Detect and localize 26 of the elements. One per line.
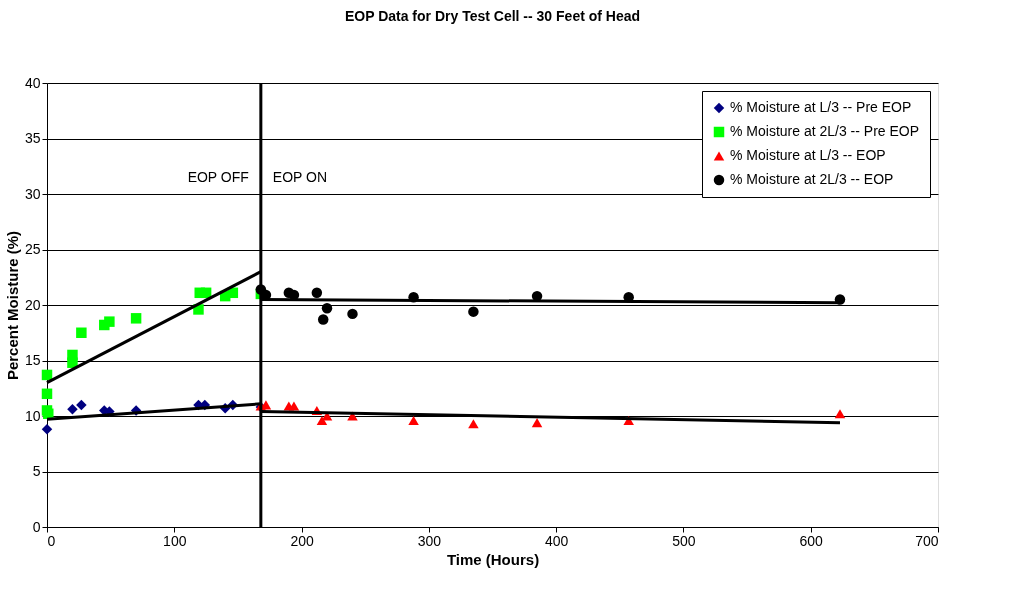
y-tick-label: 10 <box>24 407 41 424</box>
y-tick-label: 20 <box>24 296 41 313</box>
annotation: EOP ON <box>272 169 328 185</box>
x-tick-label: 100 <box>163 532 187 549</box>
legend-label: % Moisture at L/3 -- Pre EOP <box>730 99 912 115</box>
y-tick-label: 15 <box>24 352 41 368</box>
legend-label: % Moisture at 2L/3 -- EOP <box>730 171 894 187</box>
y-axis-title: Percent Moisture (%) <box>3 230 21 381</box>
annotation: EOP OFF <box>187 169 249 185</box>
y-tick-label: 30 <box>24 185 41 202</box>
y-tick-label: 25 <box>24 241 41 257</box>
x-tick-label: 300 <box>417 532 442 549</box>
x-tick-label: 0 <box>47 532 56 549</box>
y-tick-label: 0 <box>32 518 41 535</box>
legend-label: % Moisture at L/3 -- EOP <box>730 147 886 163</box>
x-tick-label: 500 <box>672 532 696 549</box>
y-tick-label: 5 <box>32 463 41 479</box>
y-tick-label: 40 <box>24 74 41 91</box>
legend-label: % Moisture at 2L/3 -- Pre EOP <box>730 123 920 139</box>
chart-title: EOP Data for Dry Test Cell -- 30 Feet of Head <box>344 8 641 24</box>
x-axis-title: Time (Hours) <box>446 550 540 568</box>
x-tick-label: 400 <box>544 532 569 549</box>
x-tick-label: 600 <box>799 532 824 549</box>
y-tick-label: 35 <box>24 130 41 146</box>
x-tick-label: 200 <box>290 532 314 549</box>
x-tick-label: 700 <box>915 532 939 549</box>
